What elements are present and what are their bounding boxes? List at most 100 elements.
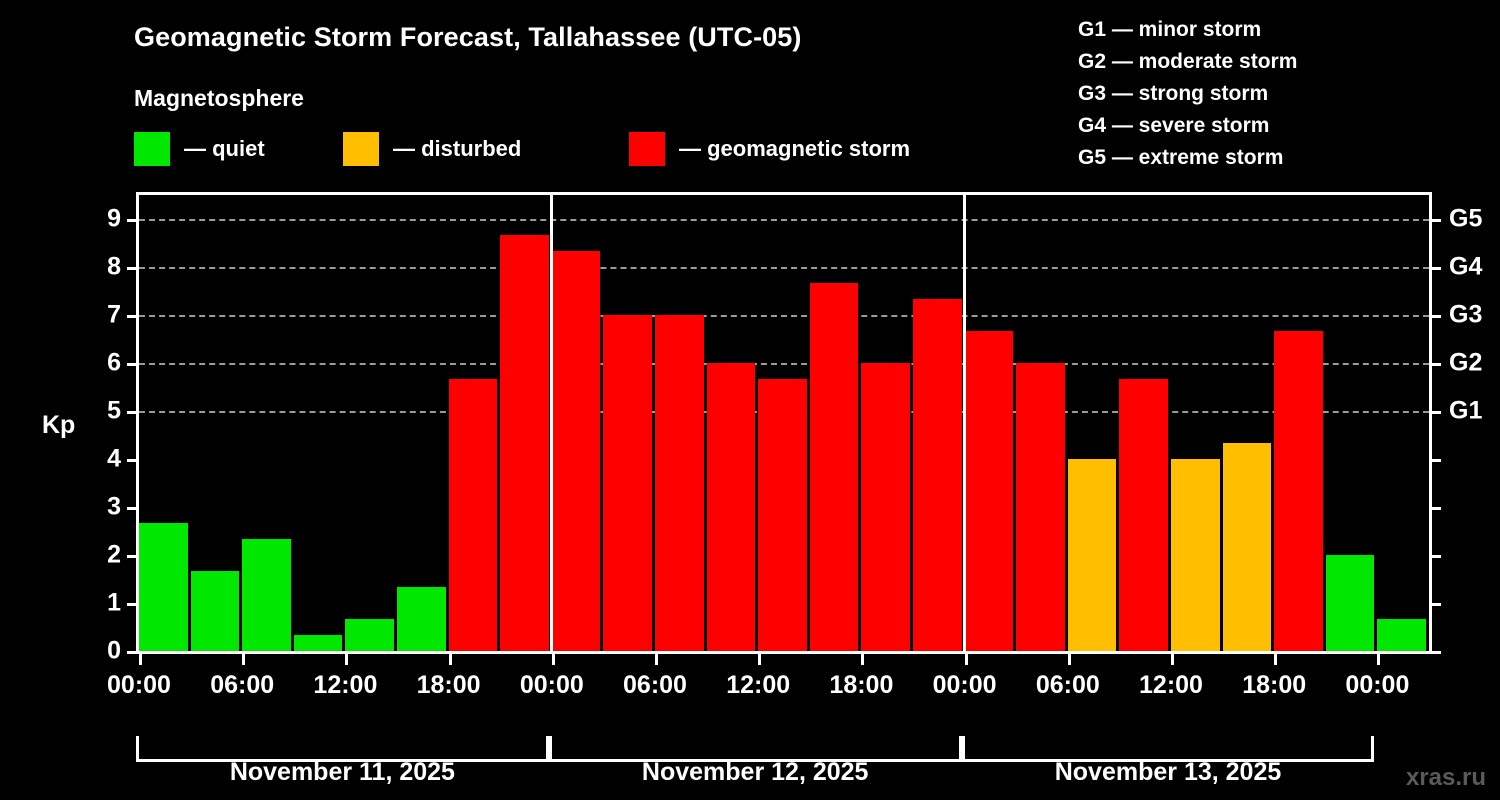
y-tick-4 [127, 459, 139, 462]
y-tick-right-3 [1429, 507, 1441, 510]
gridline-kp-6 [139, 363, 1429, 365]
g-axis-label-G1: G1 [1449, 396, 1483, 425]
x-tick-label-4: 00:00 [519, 671, 584, 699]
x-tick-label-7: 18:00 [829, 671, 894, 699]
bar-15[interactable] [913, 299, 962, 651]
gridline-kp-9 [139, 219, 1429, 221]
bar-24[interactable] [1377, 618, 1426, 651]
y-tick-label-4: 4 [107, 444, 121, 473]
bar-4[interactable] [345, 618, 394, 651]
day-label-2: November 12, 2025 [641, 758, 869, 786]
g-scale-entry-4: G4 — severe storm [1078, 114, 1270, 137]
x-tick-4 [551, 651, 555, 665]
y-tick-9 [127, 219, 139, 222]
watermark: xras.ru [1405, 764, 1486, 791]
legend-item-2: — geomagnetic storm [629, 132, 910, 166]
y-axis-title: Kp [42, 411, 76, 439]
x-tick-label-6: 12:00 [726, 671, 791, 699]
g-axis-label-G5: G5 [1449, 204, 1483, 233]
bar-18[interactable] [1067, 459, 1117, 651]
y-tick-label-9: 9 [107, 204, 121, 233]
day-bracket-2 [548, 736, 962, 762]
x-tick-11 [1274, 651, 1278, 665]
y-tick-label-6: 6 [107, 348, 121, 377]
x-tick-label-8: 00:00 [932, 671, 997, 699]
y-tick-right-7 [1429, 315, 1441, 318]
x-tick-12 [1377, 651, 1381, 665]
bar-20[interactable] [1171, 459, 1220, 651]
bar-7[interactable] [500, 234, 549, 651]
y-tick-label-8: 8 [107, 252, 121, 281]
g-axis-label-G4: G4 [1449, 252, 1483, 281]
x-tick-3 [448, 651, 452, 665]
bar-12[interactable] [758, 378, 807, 651]
bar-19[interactable] [1119, 378, 1168, 651]
plot-inner [139, 195, 1429, 651]
y-tick-8 [127, 267, 139, 270]
magnetosphere-label: Magnetosphere [134, 85, 304, 111]
x-tick-label-12: 00:00 [1345, 671, 1410, 699]
gridline-kp-7 [139, 315, 1429, 317]
bar-5[interactable] [397, 587, 446, 651]
g-scale-entry-3: G3 — strong storm [1078, 82, 1269, 105]
x-tick-1 [242, 651, 246, 665]
y-tick-right-5 [1429, 411, 1441, 414]
page-title: Geomagnetic Storm Forecast, Tallahassee … [134, 22, 802, 52]
x-tick-label-3: 18:00 [416, 671, 481, 699]
x-tick-label-1: 06:00 [210, 671, 275, 699]
y-tick-label-5: 5 [107, 396, 121, 425]
bar-6[interactable] [448, 378, 498, 651]
bar-22[interactable] [1274, 330, 1323, 651]
day-bracket-1 [136, 736, 549, 762]
x-tick-10 [1171, 651, 1174, 665]
x-tick-0 [139, 651, 142, 665]
x-tick-7 [861, 651, 865, 665]
g-scale-entry-5: G5 — extreme storm [1078, 146, 1284, 169]
gridline-kp-8 [139, 267, 1429, 269]
bar-9[interactable] [603, 315, 652, 651]
x-tick-label-0: 00:00 [107, 671, 171, 699]
day-bracket-3 [961, 736, 1375, 762]
y-tick-label-7: 7 [107, 300, 121, 329]
y-tick-0 [127, 651, 139, 654]
bar-1[interactable] [190, 570, 240, 651]
day-label-3: November 13, 2025 [1054, 758, 1282, 786]
y-tick-right-0 [1429, 651, 1441, 654]
x-tick-8 [964, 651, 968, 665]
x-tick-2 [345, 651, 349, 665]
g-scale-entry-1: G1 — minor storm [1078, 18, 1262, 41]
day-separator-2 [963, 195, 967, 651]
y-tick-label-2: 2 [107, 540, 121, 569]
x-tick-6 [758, 651, 762, 665]
bar-2[interactable] [242, 539, 291, 651]
bar-10[interactable] [655, 315, 704, 651]
bar-16[interactable] [964, 330, 1014, 651]
bar-11[interactable] [706, 363, 756, 651]
y-tick-right-1 [1429, 603, 1441, 606]
quiet-swatch [134, 132, 170, 166]
x-tick-label-5: 06:00 [623, 671, 687, 699]
day-separator-1 [550, 195, 554, 651]
x-tick-9 [1067, 651, 1071, 665]
day-label-1: November 11, 2025 [229, 758, 455, 786]
y-tick-right-8 [1429, 267, 1441, 270]
y-tick-5 [127, 411, 139, 414]
bar-13[interactable] [809, 282, 859, 651]
g-scale-legend: G1 — minor storm G2 — moderate storm G3 — … [1078, 14, 1297, 174]
bar-17[interactable] [1016, 363, 1065, 651]
x-tick-label-9: 06:00 [1035, 671, 1100, 699]
bar-14[interactable] [861, 363, 910, 651]
x-tick-5 [655, 651, 658, 665]
bar-0[interactable] [139, 522, 188, 651]
y-tick-1 [127, 603, 139, 606]
bar-8[interactable] [551, 251, 601, 651]
disturbed-swatch [343, 132, 379, 166]
bar-23[interactable] [1325, 555, 1375, 651]
y-tick-label-3: 3 [107, 492, 121, 521]
y-tick-right-9 [1429, 219, 1441, 222]
storm-swatch [629, 132, 665, 166]
legend-item-0: — quiet [134, 132, 265, 166]
bar-3[interactable] [293, 635, 343, 651]
bar-21[interactable] [1222, 443, 1272, 651]
